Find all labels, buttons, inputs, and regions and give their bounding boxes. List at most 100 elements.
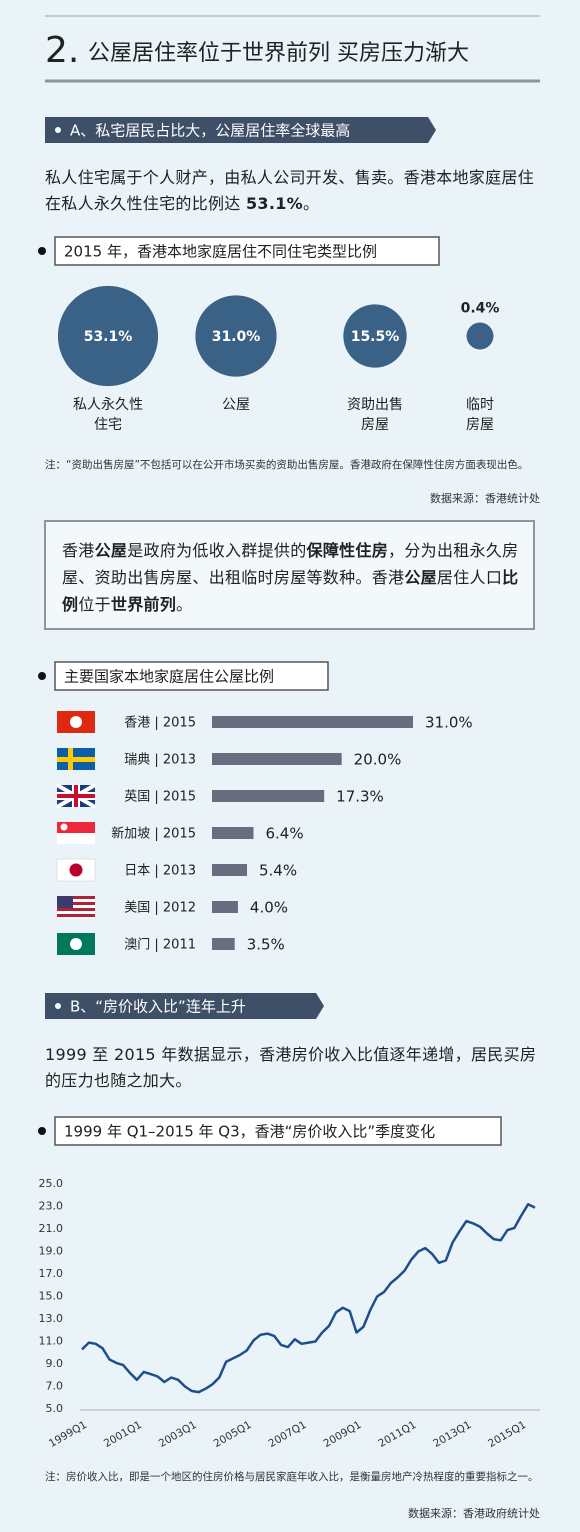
text: 1999 至 2015 年数据显示，香港房价收入比值逐年递增，居民买房的压力也随… [45,1045,537,1090]
value-label: 0.4% [461,301,500,317]
value-label: 15.5% [351,329,400,345]
x-tick-label: 2007Q1 [267,1419,309,1450]
chart-title-box [54,236,440,266]
chart-title-box [54,661,329,691]
y-tick-label: 11.0 [39,1335,64,1348]
flag-cross [57,757,95,762]
category-label: 公屋 [222,397,250,413]
note: 注：“资助出售房屋”不包括可以在公开市场买卖的资助出售房屋。香港政府在保障性住房… [45,459,529,471]
category-label: 新加坡 | 2015 [111,826,196,842]
header-title: 公屋居住率位于世界前列 买房压力渐大 [88,41,469,66]
text: 。 [303,194,320,213]
flag-emblem [70,716,82,728]
bold-text: 保障性住房 [306,541,389,560]
section-title: A、私宅居民占比大，公屋居住率全球最高 [70,122,350,140]
y-tick-label: 9.0 [46,1357,64,1370]
flag-stripe [57,908,95,911]
text: 居住人口 [436,568,503,587]
y-tick-label: 21.0 [39,1222,64,1235]
flag-cross [57,794,95,798]
category-label: 澳门 | 2011 [124,937,196,953]
flag-band [57,822,95,833]
bubble [466,322,494,350]
section-title: B、“房价收入比”连年上升 [70,998,246,1016]
text: ，分为出租永久房屋、资助出售房屋、出租临时房屋等数种。香港 [62,541,519,587]
value-label: 3.5% [247,936,285,954]
flag-emblem [69,863,83,877]
y-tick-label: 17.0 [39,1267,64,1280]
bar [212,827,254,839]
bar [212,901,238,913]
bullet [38,247,46,255]
category-label: 英国 | 2015 [124,790,196,805]
source: 数据来源：香港统计处 [430,492,540,505]
value-label: 31.0% [425,714,473,732]
category-label: 瑞典 | 2013 [124,753,196,768]
chart-title: 主要国家本地家庭居住公屋比例 [64,668,274,686]
category-label: 资助出售房屋 [347,397,403,433]
bullet [38,1127,46,1135]
x-tick-label: 2005Q1 [212,1419,254,1450]
bubble [343,304,407,368]
value-label: 31.0% [212,329,261,345]
category-label: 香港 | 2015 [124,716,196,731]
y-tick-label: 15.0 [39,1290,64,1303]
value-label: 53.1% [84,329,133,345]
x-tick-label: 2011Q1 [376,1419,418,1450]
x-tick-label: 2013Q1 [431,1419,473,1450]
category-label: 私人永久性住宅 [73,397,143,433]
text: 是政府为低收入群提供的 [127,541,307,560]
value-label: 5.4% [259,862,297,880]
x-tick-label: 2009Q1 [321,1419,363,1450]
text: 位于 [78,595,111,614]
x-tick-label: 1999Q1 [47,1419,89,1450]
bar [212,864,248,876]
y-tick-label: 13.0 [39,1312,64,1325]
line [81,1203,536,1394]
bar [212,938,235,950]
callout-box [44,520,535,630]
x-tick-label: 2001Q1 [102,1419,144,1450]
bullet [38,672,46,680]
bullet [55,127,61,133]
flags [55,711,97,955]
x-tick-label: 2003Q1 [157,1419,199,1450]
bubble [57,285,159,387]
y-tick-label: 19.0 [39,1245,64,1258]
callout-text: 香港公屋是政府为低收入群提供的保障性住房，分为出租永久房屋、资助出售房屋、出租临… [62,537,520,618]
chart-title: 2015 年，香港本地家庭居住不同住宅类型比例 [64,243,377,261]
bubble [195,295,277,377]
y-tick-label: 23.0 [39,1200,64,1213]
flag-stripe [57,914,95,917]
y-tick-label: 7.0 [46,1380,64,1393]
flag-emblem [70,938,82,950]
section-bar [45,117,436,143]
chart-title: 1999 年 Q1–2015 年 Q3，香港“房价收入比”季度变化 [64,1123,435,1141]
category-label: 日本 | 2013 [124,864,196,879]
category-label: 临时房屋 [466,397,494,433]
flag-emblem [60,823,68,831]
source: 数据来源：香港政府统计处 [408,1507,540,1520]
flag-canton [57,896,73,908]
value-label: 20.0% [354,751,402,769]
y-tick-label: 25.0 [39,1177,64,1190]
bar [212,790,325,802]
flag-stripe [57,896,95,899]
note: 注：房价收入比，即是一个地区的住房价格与居民家庭年收入比，是衡量房地产冷热程度的… [45,1471,539,1483]
bullet [55,1003,61,1009]
section-bar [45,993,324,1019]
y-tick-label: 5.0 [46,1402,64,1415]
bold-text: 公屋 [404,568,437,587]
text: 。 [176,595,193,614]
chart-title-box [54,1116,502,1146]
value-label: 4.0% [250,899,288,917]
bold-text: 53.1% [246,194,304,213]
bold-text: 公屋 [94,541,128,560]
header-number: 2. [45,30,79,71]
text: 私人住宅属于个人财产，由私人公司开发、售卖。香港本地家庭居住在私人永久性住宅的比… [45,168,535,213]
bold-text: 比例 [62,568,519,614]
bar [212,753,342,765]
value-label: 6.4% [265,825,303,843]
paragraph: 私人住宅属于个人财产，由私人公司开发、售卖。香港本地家庭居住在私人永久性住宅的比… [45,165,540,217]
